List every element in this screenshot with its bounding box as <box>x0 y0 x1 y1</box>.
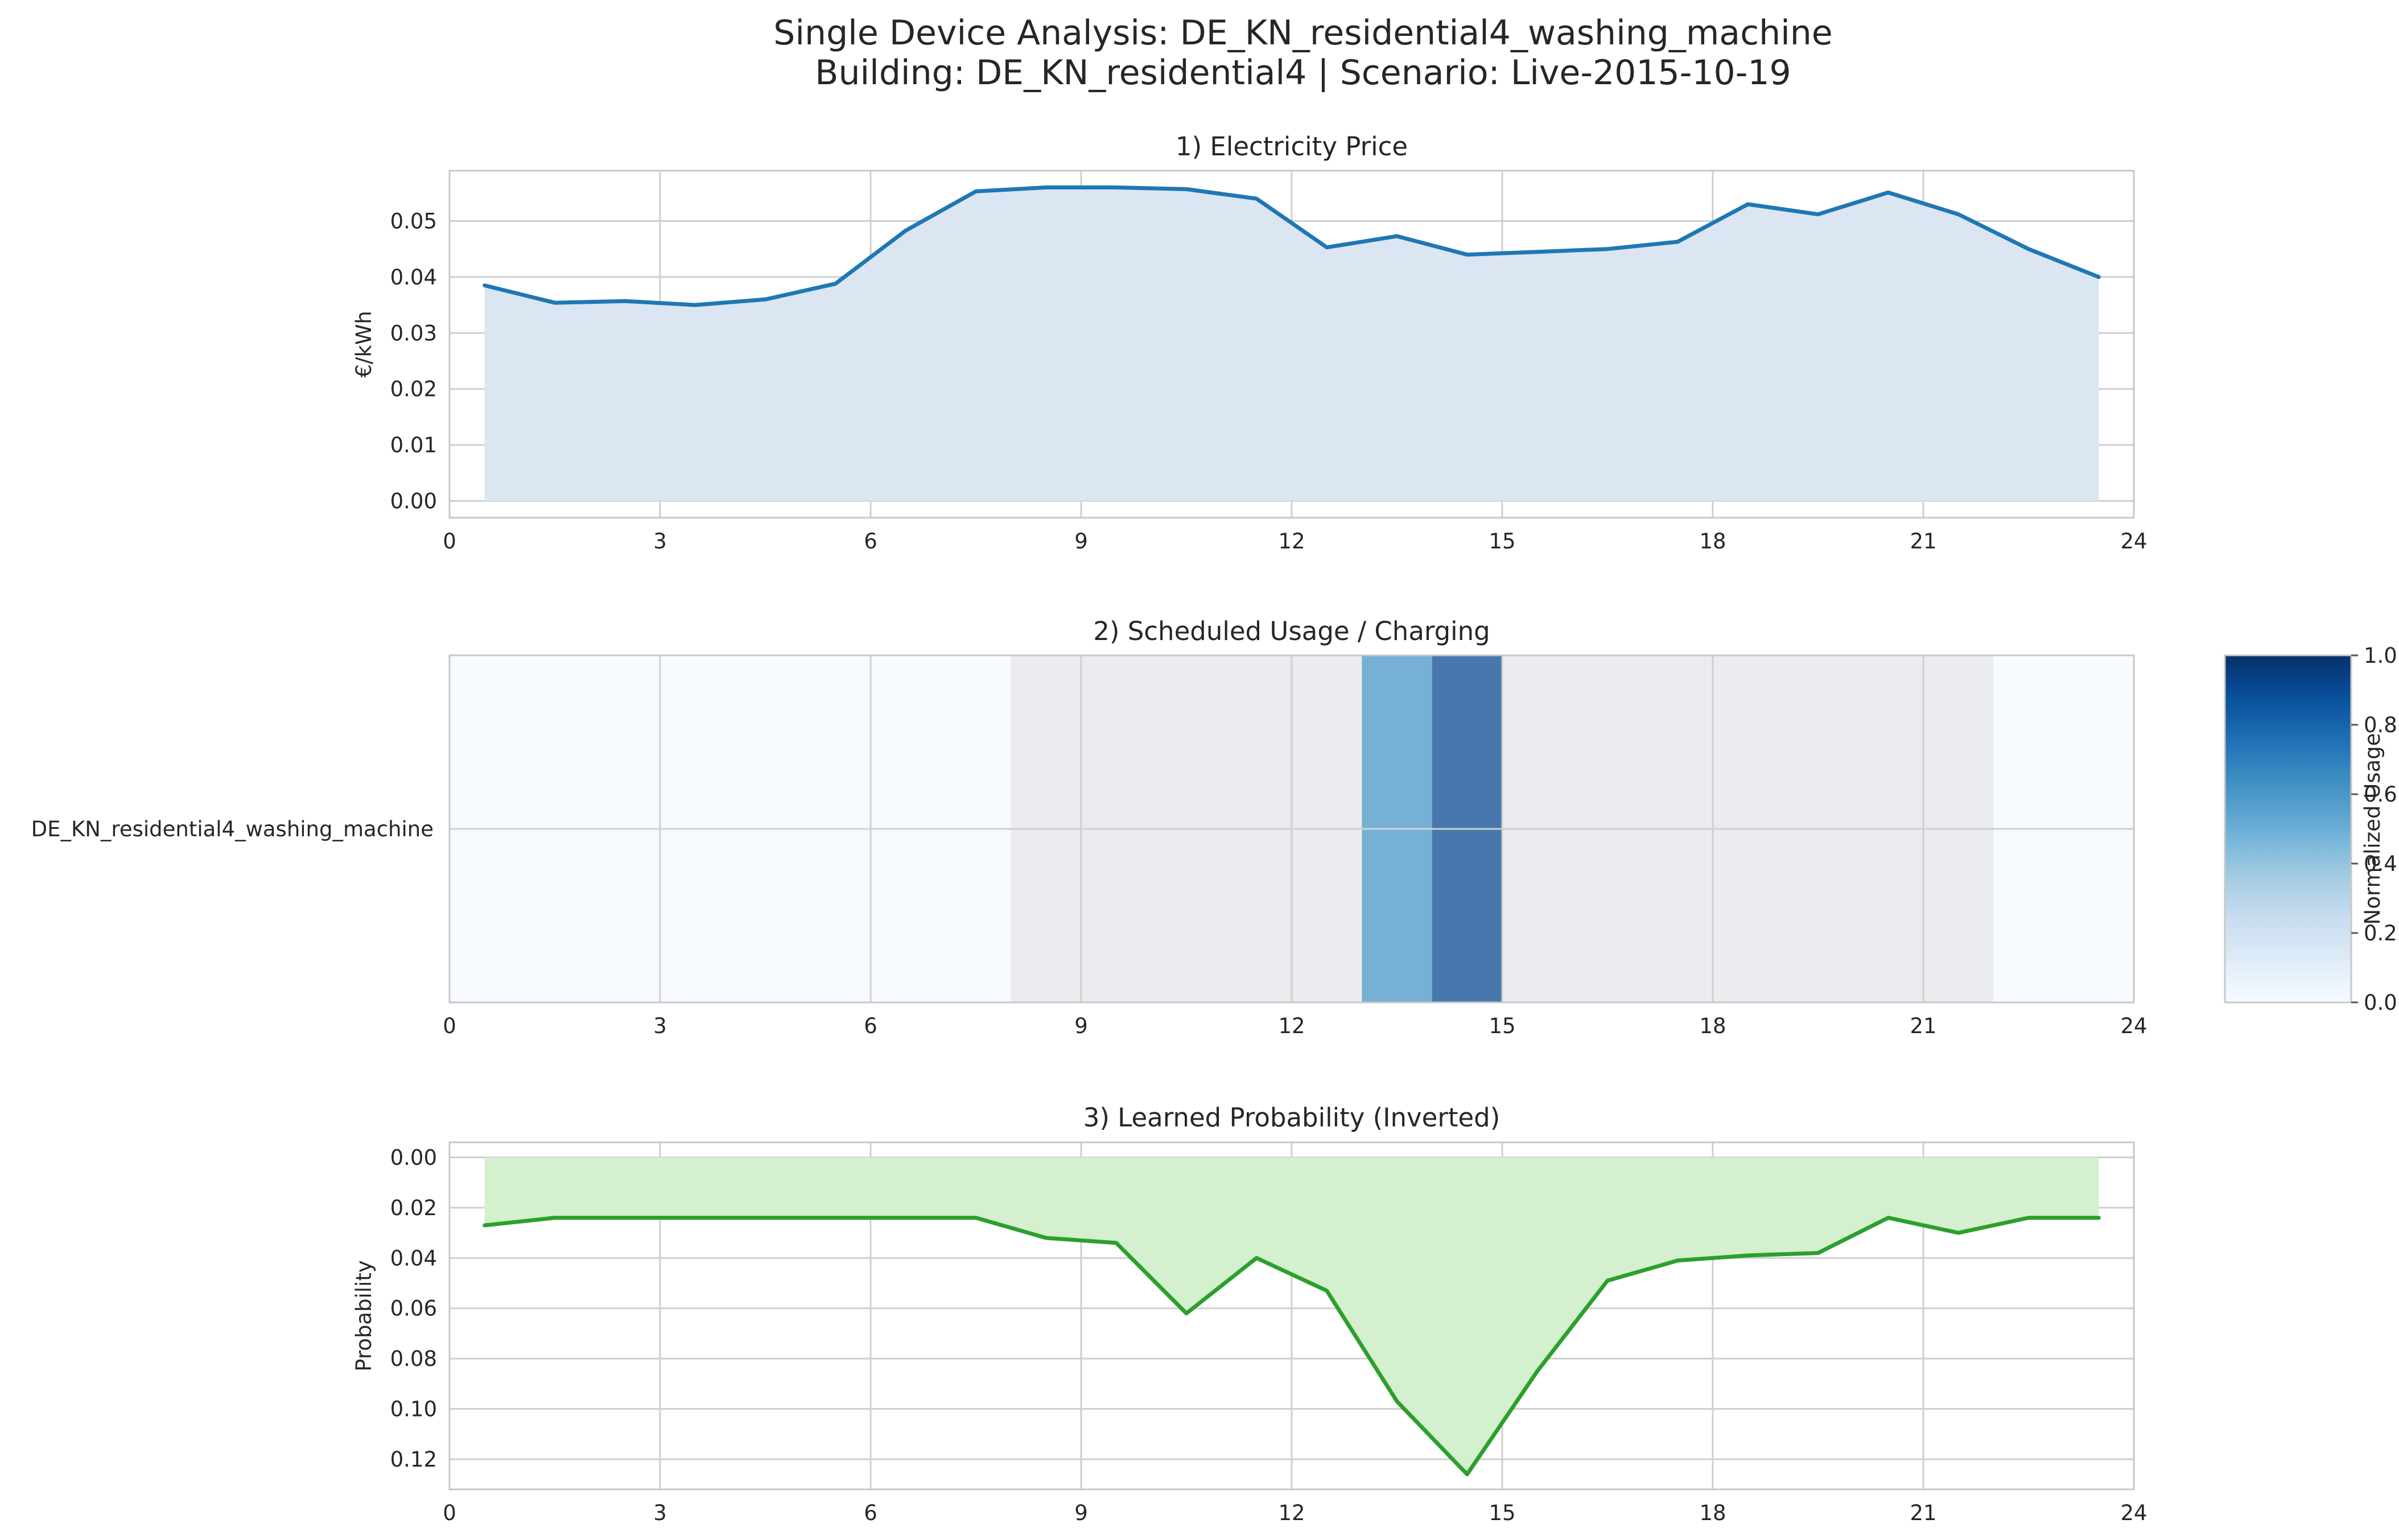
probability-y-ticks: 0.00 0.02 0.04 0.06 0.08 0.10 0.12 <box>390 1146 437 1472</box>
price-line <box>483 185 2101 307</box>
price-plot-frame <box>448 170 2135 519</box>
price-x-tick-label: 24 <box>2120 529 2147 554</box>
usage-x-tick-label: 18 <box>1699 1014 1726 1038</box>
price-x-tick-label: 9 <box>1074 529 1088 554</box>
colorbar-tick-label: 0.6 <box>2364 782 2397 807</box>
usage-x-tick-label: 3 <box>653 1014 667 1038</box>
figure-title-line1: Single Device Analysis: DE_KN_residentia… <box>773 13 1832 53</box>
price-y-tick-label: 0.03 <box>390 321 437 345</box>
colorbar-label: Normalized Usage <box>2360 733 2385 925</box>
price-x-tick-label: 6 <box>864 529 877 554</box>
probability-panel-title: 3) Learned Probability (Inverted) <box>1083 1103 1501 1133</box>
price-x-tick-label: 21 <box>1910 529 1936 554</box>
price-x-tick-label: 18 <box>1699 529 1726 554</box>
probability-x-tick-label: 15 <box>1489 1501 1515 1525</box>
probability-y-axis-label: Probability <box>352 1260 376 1372</box>
colorbar-tick-label: 0.0 <box>2364 990 2397 1015</box>
price-x-ticks: 0 3 6 9 12 15 18 21 24 <box>443 529 2147 554</box>
usage-x-tick-label: 0 <box>443 1014 456 1038</box>
figure-title-line2: Building: DE_KN_residential4 | Scenario:… <box>815 53 1791 93</box>
probability-x-tick-label: 24 <box>2120 1501 2147 1525</box>
usage-panel-title: 2) Scheduled Usage / Charging <box>1093 616 1490 646</box>
colorbar-ticks: 0.0 0.2 0.4 0.6 0.8 1.0 <box>2351 643 2397 1015</box>
probability-x-tick-label: 12 <box>1278 1501 1305 1525</box>
price-y-tick-label: 0.00 <box>390 489 437 513</box>
colorbar-tick-label: 0.4 <box>2364 852 2397 876</box>
probability-x-ticks: 0 3 6 9 12 15 18 21 24 <box>443 1501 2147 1525</box>
price-x-tick-label: 0 <box>443 529 456 554</box>
colorbar-tick-label: 0.2 <box>2364 921 2397 946</box>
price-y-axis-label: €/kWh <box>352 311 376 377</box>
price-panel: 1) Electricity Price 0 3 6 9 12 15 18 21 24 0.00… <box>352 131 2147 554</box>
usage-x-tick-label: 6 <box>864 1014 877 1038</box>
probability-x-tick-label: 6 <box>864 1501 877 1525</box>
colorbar-tick-label: 0.8 <box>2364 713 2397 737</box>
usage-row-label: DE_KN_residential4_washing_machine <box>31 817 434 841</box>
price-series <box>483 185 2101 501</box>
price-y-tick-label: 0.04 <box>390 265 437 290</box>
colorbar-gradient <box>2224 654 2352 1004</box>
price-fill <box>484 187 2099 501</box>
probability-y-tick-label: 0.10 <box>390 1397 437 1422</box>
probability-x-tick-label: 18 <box>1699 1501 1726 1525</box>
usage-x-tick-label: 24 <box>2120 1014 2147 1038</box>
usage-panel: 2) Scheduled Usage / Charging 0 3 6 9 12 15 18… <box>31 616 2397 1038</box>
probability-x-tick-label: 3 <box>653 1501 667 1525</box>
price-y-tick-label: 0.02 <box>390 377 437 402</box>
usage-x-tick-label: 21 <box>1910 1014 1936 1038</box>
colorbar-tick-label: 1.0 <box>2364 643 2397 668</box>
probability-y-tick-label: 0.00 <box>390 1146 437 1170</box>
probability-x-tick-label: 21 <box>1910 1501 1936 1525</box>
probability-x-tick-label: 0 <box>443 1501 456 1525</box>
usage-x-ticks: 0 3 6 9 12 15 18 21 24 <box>443 1014 2147 1038</box>
probability-fill <box>484 1157 2099 1475</box>
probability-y-tick-label: 0.06 <box>390 1297 437 1321</box>
price-x-tick-label: 15 <box>1489 529 1515 554</box>
probability-series <box>483 1157 2101 1476</box>
price-panel-title: 1) Electricity Price <box>1176 131 1408 162</box>
probability-line <box>483 1216 2101 1476</box>
probability-x-tick-label: 9 <box>1074 1501 1088 1525</box>
probability-plot-frame <box>448 1141 2135 1491</box>
price-x-tick-label: 12 <box>1278 529 1305 554</box>
usage-x-tick-label: 12 <box>1278 1014 1305 1038</box>
probability-y-tick-label: 0.04 <box>390 1246 437 1270</box>
probability-y-tick-label: 0.12 <box>390 1447 437 1472</box>
usage-plot-frame <box>448 654 2135 1004</box>
usage-x-tick-label: 9 <box>1074 1014 1088 1038</box>
price-x-tick-label: 3 <box>653 529 667 554</box>
probability-y-tick-label: 0.02 <box>390 1196 437 1220</box>
usage-x-tick-label: 15 <box>1489 1014 1515 1038</box>
price-y-tick-label: 0.01 <box>390 433 437 457</box>
usage-colorbar: 0.0 0.2 0.4 0.6 0.8 1.0 Normalized Usage <box>2224 643 2397 1015</box>
price-y-tick-label: 0.05 <box>390 209 437 234</box>
probability-panel: 3) Learned Probability (Inverted) 0 3 6 9 12… <box>352 1103 2147 1525</box>
probability-y-tick-label: 0.08 <box>390 1347 437 1371</box>
price-y-ticks: 0.00 0.01 0.02 0.03 0.04 0.05 <box>390 209 437 514</box>
